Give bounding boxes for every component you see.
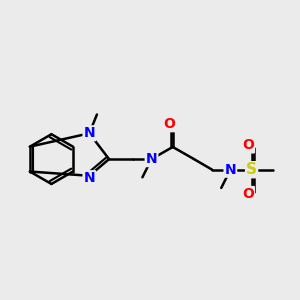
Text: O: O <box>242 139 254 152</box>
Text: N: N <box>83 126 95 140</box>
Text: O: O <box>163 117 175 131</box>
Text: S: S <box>246 162 257 177</box>
Text: N: N <box>146 152 157 166</box>
Text: N: N <box>225 163 236 177</box>
Text: O: O <box>242 187 254 201</box>
Text: N: N <box>83 171 95 185</box>
